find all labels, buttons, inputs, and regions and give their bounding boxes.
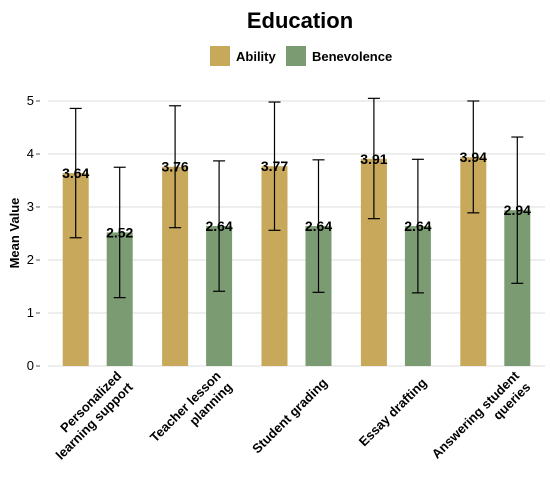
x-category-label: Personalizedlearning support [41,368,136,463]
x-category-label-line: Essay drafting [356,375,430,449]
y-tick-label: 3 [27,199,34,214]
data-label-ability: 3.64 [62,165,89,181]
legend-swatch-ability [210,46,230,66]
x-category-label-line: Student grading [249,375,330,456]
y-axis-ticks: 0 1 2 3 4 5 [27,93,40,373]
data-label-ability: 3.77 [261,158,288,174]
y-tick-label: 0 [27,358,34,373]
error-bars [69,97,524,299]
x-category-label: Answering studentqueries [429,368,534,473]
y-axis-label: Mean Value [7,198,22,269]
data-label-benevolence: 2.94 [504,202,531,218]
bars [62,157,531,366]
x-category-label: Student grading [249,375,330,456]
legend-label-ability: Ability [236,49,276,64]
y-tick-label: 1 [27,305,34,320]
y-tick-label: 5 [27,93,34,108]
data-label-benevolence: 2.64 [205,218,232,234]
data-label-benevolence: 2.64 [305,218,332,234]
y-tick-label: 4 [27,146,34,161]
x-category-label: Essay drafting [356,375,430,449]
x-category-label: Teacher lessonplanning [147,368,235,456]
data-label-ability: 3.76 [161,159,188,175]
data-label-ability: 3.94 [460,149,487,165]
data-label-ability: 3.91 [360,151,387,167]
legend: Ability Benevolence [210,46,392,66]
x-axis-categories: Personalizedlearning support Teacher less… [41,368,534,473]
y-tick-label: 2 [27,252,34,267]
data-label-benevolence: 2.52 [106,224,133,240]
legend-label-benevolence: Benevolence [312,49,392,64]
legend-swatch-benevolence [286,46,306,66]
data-labels: 3.64 2.52 3.76 2.64 3.77 2.64 3.91 2.64 3.94 2.94 [62,149,531,240]
data-label-benevolence: 2.64 [404,218,431,234]
chart-title: Education [247,8,353,33]
